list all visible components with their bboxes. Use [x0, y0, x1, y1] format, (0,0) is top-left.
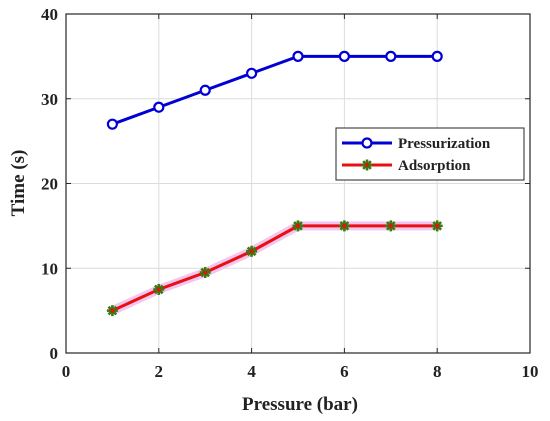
data-point-pressurization: [246, 67, 258, 79]
y-tick-label: 20: [41, 175, 58, 194]
data-point-center: [342, 223, 347, 228]
data-point-pressurization: [153, 101, 165, 113]
x-tick-label: 2: [155, 362, 164, 381]
x-axis-label: Pressure (bar): [242, 394, 358, 415]
data-point-pressurization: [431, 50, 443, 62]
x-tick-label: 4: [247, 362, 256, 381]
y-tick-label: 0: [50, 344, 59, 363]
data-point-center: [435, 223, 440, 228]
series-line-pressurization: [111, 54, 438, 126]
tick-labels: 0 2 4 6 8 10 0 10 20 30 40: [41, 5, 539, 381]
x-tick-label: 0: [62, 362, 71, 381]
x-tick-label: 6: [340, 362, 349, 381]
y-tick-label: 10: [41, 259, 58, 278]
data-point-pressurization: [338, 50, 350, 62]
legend-label-adsorption: Adsorption: [398, 158, 471, 174]
data-point-center: [110, 308, 115, 313]
data-point-center: [388, 223, 393, 228]
data-point-pressurization: [292, 50, 304, 62]
legend: Pressurization Adsorption: [335, 127, 525, 181]
data-point-pressurization: [199, 84, 211, 96]
y-tick-label: 40: [41, 5, 58, 24]
series-line-adsorption: [111, 224, 438, 312]
y-axis-label: Time (s): [8, 150, 29, 217]
x-tick-label: 8: [433, 362, 442, 381]
data-point-center: [203, 270, 208, 275]
legend-marker: [361, 137, 373, 149]
data-point-pressurization: [385, 50, 397, 62]
data-point-center: [156, 287, 161, 292]
y-tick-label: 30: [41, 90, 58, 109]
data-point-pressurization: [106, 118, 119, 130]
legend-box: [335, 127, 525, 181]
x-tick-label: 10: [522, 362, 539, 381]
series-layer: [106, 50, 443, 317]
data-point-center: [296, 223, 300, 228]
data-point-center: [249, 249, 254, 254]
legend-label-pressurization: Pressurization: [398, 136, 491, 152]
legend-marker-center: [365, 163, 369, 167]
